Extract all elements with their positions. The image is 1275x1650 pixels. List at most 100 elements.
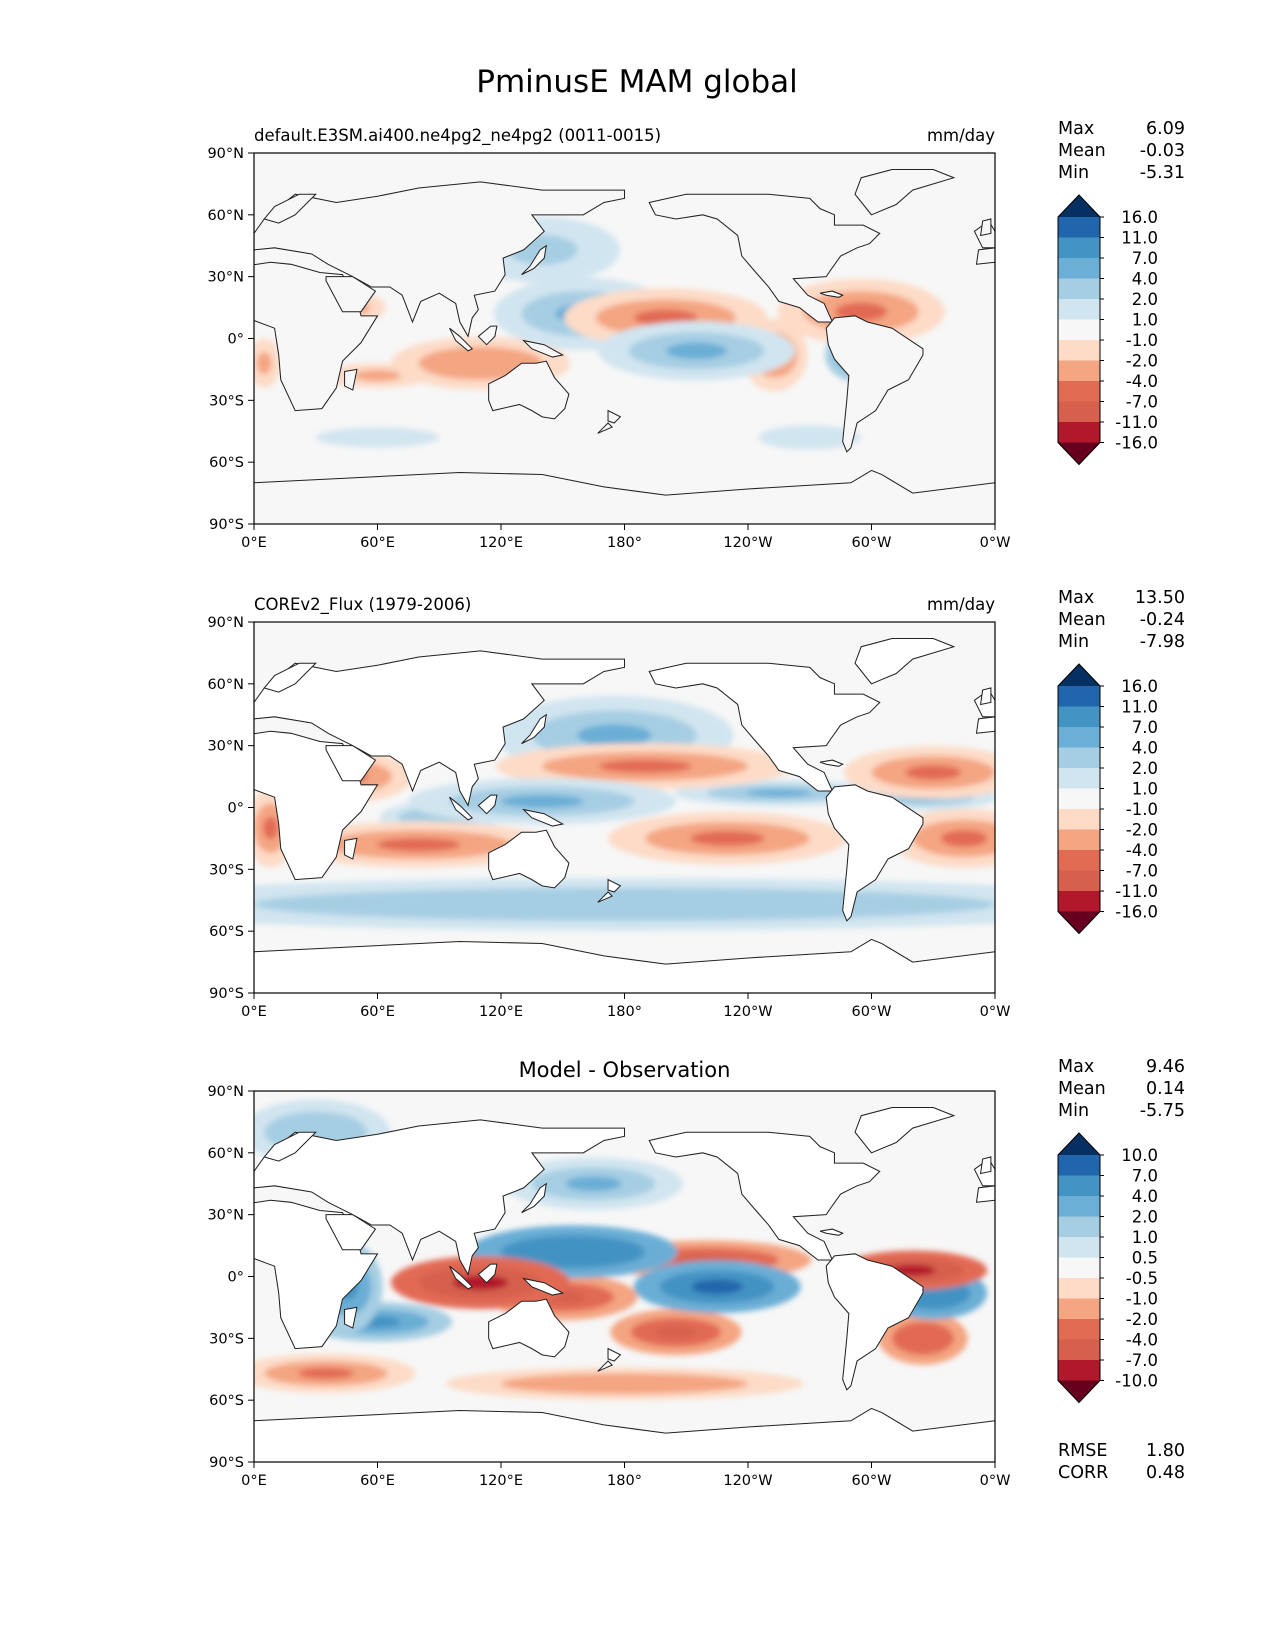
lon-tick-label: 180° <box>607 535 642 551</box>
stat-label: Mean <box>1058 610 1106 630</box>
field-anomaly-core <box>349 432 406 443</box>
lon-tick-label: 120°W <box>723 1004 772 1020</box>
colorbar-swatch <box>1058 747 1100 769</box>
colorbar-swatch <box>1058 1319 1100 1340</box>
field-anomaly-core <box>376 838 461 852</box>
stat-label: Min <box>1058 1101 1089 1121</box>
panel-model-units: mm/day <box>927 126 995 145</box>
stat-value: 13.50 <box>1135 588 1185 608</box>
stat-label: Max <box>1058 1057 1094 1077</box>
panel-obs-field <box>254 695 995 931</box>
lon-tick-label: 0°W <box>980 535 1011 551</box>
stat-label: Min <box>1058 632 1089 652</box>
field-anomaly-core <box>256 352 272 375</box>
colorbar-level-label: -1.0 <box>1126 331 1158 350</box>
colorbar-level-label: 11.0 <box>1121 698 1158 717</box>
field-anomaly-core <box>353 370 402 382</box>
lat-tick-label: 60°N <box>207 208 244 224</box>
panel-obs-axes: 90°N 60°N 30°N 0° 30°S 60°S 90°S 0°E 60°E 120°E 18… <box>207 615 1010 1020</box>
colorbar-extend-top <box>1058 1133 1100 1155</box>
field-anomaly-core <box>500 794 584 808</box>
colorbar-level-label: 2.0 <box>1132 759 1158 778</box>
colorbar-swatch <box>1058 788 1100 810</box>
field-anomaly-core <box>263 816 278 840</box>
colorbar-level-label: -7.0 <box>1126 393 1158 412</box>
colorbar-swatch <box>1058 217 1100 238</box>
lon-tick-label: 180° <box>607 1004 642 1020</box>
colorbar-swatch <box>1058 258 1100 279</box>
field-anomaly-core <box>786 431 833 443</box>
colorbar-level-label: -7.0 <box>1126 1351 1158 1370</box>
colorbar-swatch <box>1058 381 1100 402</box>
lat-tick-label: 30°N <box>207 270 244 286</box>
field-anomaly-core <box>909 1330 937 1346</box>
stat-value: -5.31 <box>1140 163 1185 183</box>
lat-tick-label: 90°N <box>207 146 244 162</box>
colorbar-level-label: 4.0 <box>1132 270 1158 289</box>
panel-obs-name: COREv2_Flux (1979-2006) <box>254 595 471 615</box>
lon-tick-label: 120°E <box>479 1004 523 1020</box>
field-anomaly-core <box>940 830 988 847</box>
colorbar-swatch <box>1058 727 1100 748</box>
panel-model: default.E3SM.ai400.ne4pg2_ne4pg2 (0011-0… <box>207 119 1185 551</box>
colorbar-level-label: 1.0 <box>1132 780 1158 799</box>
lat-tick-label: 30°N <box>207 739 244 755</box>
colorbar-swatch <box>1058 850 1100 871</box>
panel-obs-units: mm/day <box>927 595 995 614</box>
lon-tick-label: 60°W <box>851 1004 891 1020</box>
lon-tick-label: 120°W <box>723 535 772 551</box>
lat-tick-label: 60°S <box>209 455 244 471</box>
colorbar-level-label: -16.0 <box>1115 434 1158 453</box>
lon-tick-label: 0°E <box>241 1473 267 1489</box>
lat-tick-label: 0° <box>228 332 244 348</box>
colorbar-level-label: 7.0 <box>1132 1167 1158 1186</box>
panel-model-map <box>254 153 995 524</box>
panel-obs-colorbar: 16.0 11.07.0 4.02.0 1.0-1.0 -2.0-4.0 -7.0-11.… <box>1057 663 1158 935</box>
colorbar-swatch <box>1058 299 1100 320</box>
field-anomaly-core <box>298 1367 354 1379</box>
lon-tick-label: 0°W <box>980 1004 1011 1020</box>
colorbar-level-label: 2.0 <box>1132 1208 1158 1227</box>
panel-diff-colorbar: 10.0 7.04.0 2.01.0 0.5-0.5 -1.0-2.0 -4.0-7.0 -… <box>1057 1132 1158 1404</box>
colorbar-level-label: 16.0 <box>1121 677 1158 696</box>
colorbar-extend-top <box>1058 195 1100 217</box>
lon-tick-label: 60°E <box>360 1004 395 1020</box>
colorbar-level-label: -16.0 <box>1115 903 1158 922</box>
colorbar-swatch <box>1058 870 1100 892</box>
panel-diff: Model - Observation 90°N 60°N 30°N 0° 30°S 60… <box>207 1057 1185 1489</box>
colorbar-swatch <box>1058 1278 1100 1299</box>
field-anomaly-core <box>655 1325 697 1339</box>
colorbar-level-label: -0.5 <box>1126 1269 1158 1288</box>
lat-tick-label: 60°N <box>207 1146 244 1162</box>
colorbar-level-label: -1.0 <box>1126 1290 1158 1309</box>
stat-value: -0.03 <box>1140 141 1185 161</box>
colorbar-level-label: -4.0 <box>1126 1331 1158 1350</box>
panel-model-name: default.E3SM.ai400.ne4pg2_ne4pg2 (0011-0… <box>254 126 661 146</box>
colorbar-level-label: -4.0 <box>1126 841 1158 860</box>
colorbar-level-label: 10.0 <box>1121 1146 1158 1165</box>
colorbar-level-label: 16.0 <box>1121 208 1158 227</box>
stat-label: Max <box>1058 588 1094 608</box>
lat-tick-label: 60°S <box>209 924 244 940</box>
colorbar-swatch <box>1058 1155 1100 1176</box>
lon-tick-label: 0°E <box>241 1004 267 1020</box>
colorbar-level-label: 1.0 <box>1132 1228 1158 1247</box>
colorbar-swatch <box>1058 401 1100 423</box>
panel-diff-stats: Max 9.46 Mean 0.14 Min -5.75 <box>1058 1057 1185 1121</box>
colorbar-level-label: -10.0 <box>1115 1372 1158 1391</box>
stat-value: 9.46 <box>1146 1057 1185 1077</box>
lat-tick-label: 90°N <box>207 615 244 631</box>
lat-tick-label: 60°N <box>207 677 244 693</box>
field-anomaly-core <box>746 789 812 797</box>
stat-value: -7.98 <box>1140 632 1185 652</box>
stat-label: Max <box>1058 119 1094 139</box>
stat-label: Mean <box>1058 141 1106 161</box>
lat-tick-label: 0° <box>228 1270 244 1286</box>
colorbar-level-label: -2.0 <box>1126 352 1158 371</box>
colorbar-level-label: 1.0 <box>1132 311 1158 330</box>
rmse-value: 1.80 <box>1146 1441 1185 1461</box>
colorbar-swatch <box>1058 1339 1100 1361</box>
panel-diff-map <box>254 1091 995 1462</box>
panel-obs-map <box>254 622 995 993</box>
colorbar-level-label: 4.0 <box>1132 1187 1158 1206</box>
